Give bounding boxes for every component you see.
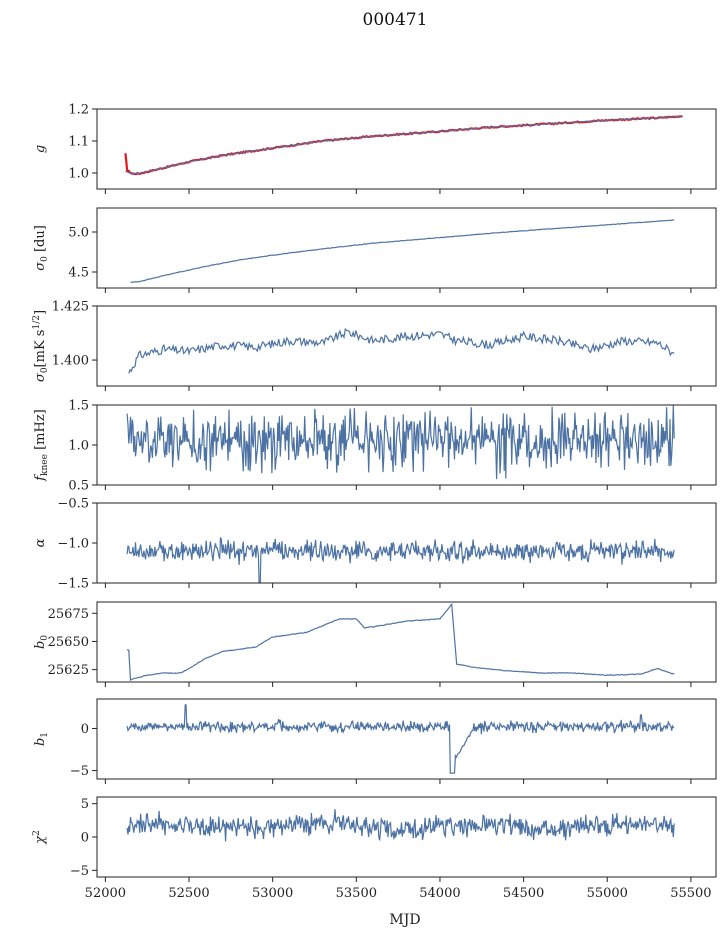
y-tick-label-chi2-0: −5 <box>70 864 89 879</box>
y-axis-label-fknee: fknee [mHz] <box>33 409 50 482</box>
x-tick-label-4: 54000 <box>419 886 460 901</box>
y-tick-label-fknee-1: 1.0 <box>68 439 89 454</box>
y-axis-label-g: g <box>33 145 48 153</box>
y-tick-label-chi2-2: 5 <box>81 797 89 812</box>
x-tick-label-5: 54500 <box>503 886 544 901</box>
series-line-alpha-0 <box>126 537 675 583</box>
panel-chi2-frame <box>96 796 717 878</box>
series-line-g-1 <box>125 115 683 175</box>
series-line-g-0 <box>124 114 683 176</box>
panel-g: 1.0 1.1 1.2 g <box>33 103 717 194</box>
panel-fknee-data <box>126 405 675 480</box>
y-axis-label-b0: b0 <box>33 635 50 649</box>
series-line-sigma0-mK-0 <box>128 327 675 374</box>
figure-title: 000471 <box>363 10 428 30</box>
y-axis-label-chi2: χ2 <box>32 830 48 845</box>
series-line-b0-0 <box>126 603 675 682</box>
y-tick-label-b1-1: 0 <box>81 722 89 737</box>
y-tick-label-alpha-0: −1.5 <box>57 577 89 592</box>
y-tick-label-chi2-1: 0 <box>81 831 89 846</box>
panel-fknee: 0.5 1.0 1.5 fknee [mHz] <box>33 399 717 494</box>
y-tick-label-b0-1: 25650 <box>48 635 89 650</box>
y-tick-label-sigma0-mK-0: 1.400 <box>52 354 89 369</box>
panel-sigma0-du: 4.5 5.0 σ0 [du] <box>33 207 717 293</box>
y-tick-label-alpha-2: −0.5 <box>57 497 89 512</box>
panel-alpha-data <box>126 537 675 583</box>
panel-b0: 25625 25650 25675 b0 <box>33 601 717 687</box>
panel-sigma0-mK-frame <box>96 305 717 387</box>
panel-alpha-frame <box>96 502 717 584</box>
panel-g-data <box>124 114 683 176</box>
y-tick-label-g-1: 1.1 <box>68 135 89 150</box>
series-line-chi2-0 <box>126 809 675 842</box>
x-tick-label-7: 55500 <box>670 886 711 901</box>
panel-sigma0-du-data <box>130 219 675 284</box>
panel-b0-frame <box>96 601 717 683</box>
y-tick-label-b0-2: 25675 <box>48 607 89 622</box>
y-tick-label-g-0: 1.0 <box>68 167 89 182</box>
panel-b0-data <box>126 603 675 682</box>
panel-b1-data <box>126 704 675 774</box>
series-line-sigma0-du-0 <box>130 219 675 284</box>
y-tick-label-sigma0-du-0: 4.5 <box>68 266 89 281</box>
y-tick-label-fknee-0: 0.5 <box>68 479 89 494</box>
y-tick-label-sigma0-mK-1: 1.425 <box>52 300 89 315</box>
panel-g-frame <box>96 108 717 190</box>
y-tick-label-b0-0: 25625 <box>48 663 89 678</box>
y-axis-label-alpha: α <box>33 538 48 547</box>
x-tick-label-3: 53500 <box>336 886 377 901</box>
y-axis-label-b1: b1 <box>33 732 50 746</box>
panel-alpha: −1.5 −1.0 −0.5 α <box>33 497 717 592</box>
series-line-b1-0 <box>126 704 675 774</box>
y-tick-label-sigma0-du-1: 5.0 <box>68 226 89 241</box>
y-tick-label-fknee-2: 1.5 <box>68 399 89 414</box>
panel-sigma0-du-frame <box>96 207 717 289</box>
y-tick-label-alpha-1: −1.0 <box>57 537 89 552</box>
x-tick-label-6: 55000 <box>587 886 628 901</box>
panel-chi2: −5 0 5 52000 52500 53000 53500 54000 54500 55000 5… <box>32 796 717 901</box>
x-tick-label-1: 52500 <box>168 886 209 901</box>
x-tick-label-2: 53000 <box>252 886 293 901</box>
x-axis-label: MJD <box>389 912 420 928</box>
y-axis-label-sigma0-du: σ0 [du] <box>33 225 50 271</box>
panel-chi2-data <box>126 809 675 842</box>
y-tick-label-g-2: 1.2 <box>68 103 89 118</box>
panel-b1-frame <box>96 698 717 780</box>
y-tick-label-b1-0: −5 <box>70 764 89 779</box>
panel-b1: −5 0 b1 <box>33 698 717 784</box>
y-axis-label-sigma0-mK: σ0[mK s1/2] <box>32 310 50 382</box>
x-tick-label-0: 52000 <box>85 886 126 901</box>
series-line-fknee-0 <box>126 405 675 480</box>
panel-sigma0-mK-data <box>128 327 675 374</box>
